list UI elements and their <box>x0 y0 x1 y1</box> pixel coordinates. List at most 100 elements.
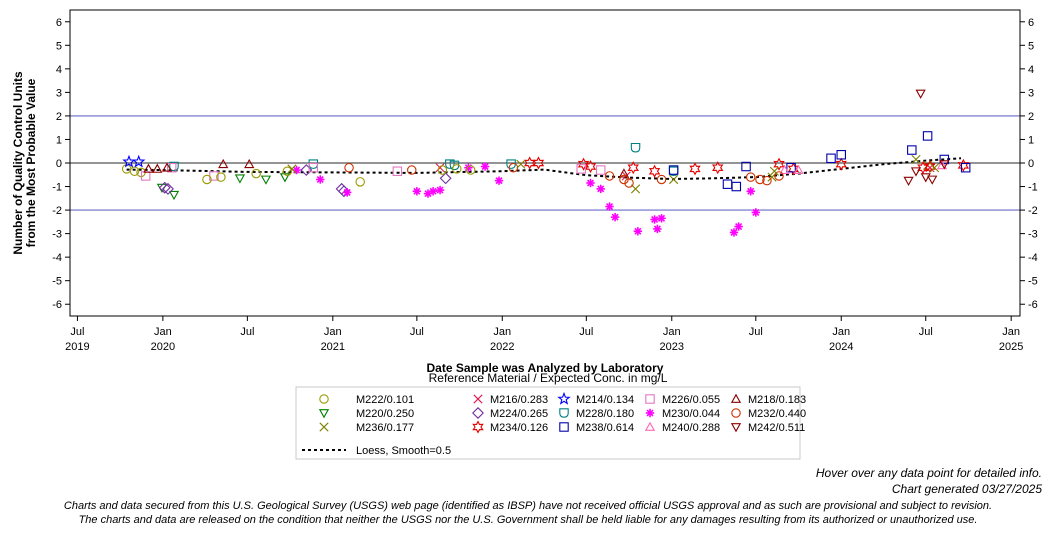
data-point[interactable] <box>282 166 293 176</box>
data-point-m228[interactable] <box>506 159 516 169</box>
data-point[interactable] <box>287 164 297 174</box>
data-point-m230[interactable] <box>596 184 605 194</box>
data-point-m242[interactable] <box>927 175 938 185</box>
data-point-m232[interactable] <box>774 171 784 181</box>
data-point[interactable] <box>344 162 354 173</box>
data-point-m228[interactable] <box>449 160 460 171</box>
data-point-m238[interactable] <box>960 162 971 173</box>
data-points[interactable] <box>121 89 971 237</box>
data-point-m230[interactable] <box>729 228 739 237</box>
data-point-m238[interactable] <box>826 153 836 164</box>
data-point-m238[interactable] <box>907 145 917 155</box>
data-point-m236[interactable] <box>911 154 921 165</box>
data-point-m230[interactable] <box>412 187 422 196</box>
data-point-m232[interactable] <box>624 178 634 188</box>
data-point-m226[interactable] <box>166 162 177 173</box>
data-point-m218[interactable] <box>618 168 630 178</box>
data-point-m234[interactable] <box>924 159 936 174</box>
data-point-m214[interactable] <box>132 154 146 168</box>
data-point-m230[interactable] <box>480 162 490 171</box>
data-point-m222[interactable] <box>129 166 140 176</box>
data-point-m238[interactable] <box>731 181 742 192</box>
data-point-m226[interactable] <box>576 164 586 174</box>
data-point-m232[interactable] <box>604 171 615 181</box>
data-point-m242[interactable] <box>939 160 950 170</box>
data-point-m220[interactable] <box>168 190 180 201</box>
data-point-m238[interactable] <box>786 162 796 173</box>
data-point[interactable] <box>465 165 476 175</box>
data-point-m234[interactable] <box>584 159 597 174</box>
data-point-m230[interactable] <box>316 175 325 184</box>
data-point-m218[interactable] <box>244 158 255 169</box>
data-point-m234[interactable] <box>689 162 701 176</box>
data-point-m238[interactable] <box>722 179 733 189</box>
data-point-m232[interactable] <box>619 174 629 185</box>
data-point-m226[interactable] <box>392 166 403 176</box>
data-point-m242[interactable] <box>915 89 926 99</box>
data-point-m234[interactable] <box>532 156 545 170</box>
data-point-m234[interactable] <box>957 158 970 172</box>
data-point-m218[interactable] <box>218 158 229 169</box>
data-point-m220[interactable] <box>234 174 246 184</box>
data-point-m226[interactable] <box>308 162 319 173</box>
data-point-m234[interactable] <box>577 157 590 171</box>
data-point[interactable] <box>355 177 365 187</box>
data-point-m240[interactable] <box>793 164 804 174</box>
data-point-m224[interactable] <box>161 182 174 195</box>
data-point-m238[interactable] <box>922 131 933 141</box>
data-point-m238[interactable] <box>836 150 846 160</box>
data-point[interactable] <box>216 172 226 182</box>
data-point-m218[interactable] <box>161 162 173 172</box>
data-point-m232[interactable] <box>745 172 756 182</box>
data-point-m234[interactable] <box>648 164 661 178</box>
data-point-m230[interactable] <box>610 212 620 222</box>
data-point-m240[interactable] <box>779 164 790 174</box>
data-point-m216[interactable] <box>435 163 445 173</box>
data-point-m218[interactable] <box>152 163 163 173</box>
data-point-m242[interactable] <box>903 176 914 186</box>
data-point-m232[interactable] <box>755 174 765 185</box>
data-point-m230[interactable] <box>464 163 473 172</box>
data-point-m230[interactable] <box>342 188 352 197</box>
data-point[interactable] <box>437 165 448 175</box>
data-point[interactable] <box>251 168 261 179</box>
data-point-m228[interactable] <box>445 159 455 169</box>
data-point-m232[interactable] <box>656 174 667 185</box>
data-point-m230[interactable] <box>650 215 659 224</box>
data-point[interactable] <box>406 165 417 175</box>
data-point-m230[interactable] <box>751 208 761 217</box>
data-point-m234[interactable] <box>835 157 847 171</box>
data-point-m230[interactable] <box>586 178 595 188</box>
data-point-m224[interactable] <box>300 164 313 177</box>
data-point-m242[interactable] <box>910 167 922 177</box>
data-point-m236[interactable] <box>669 174 679 185</box>
data-point-m230[interactable] <box>746 187 755 196</box>
data-point-m234[interactable] <box>712 161 724 175</box>
data-point-m232[interactable] <box>762 175 772 186</box>
data-point-m224[interactable] <box>158 181 171 194</box>
data-point[interactable] <box>202 174 212 185</box>
data-point-m234[interactable] <box>773 157 785 171</box>
data-point-m236[interactable] <box>630 184 641 194</box>
data-point-m230[interactable] <box>734 222 743 231</box>
data-point-m228[interactable] <box>630 142 641 153</box>
data-point-m238[interactable] <box>939 154 950 165</box>
data-point-m224[interactable] <box>439 172 452 185</box>
data-point-m226[interactable] <box>595 165 606 175</box>
data-point-m230[interactable] <box>435 185 445 195</box>
data-point[interactable] <box>452 164 462 174</box>
data-point-m228[interactable] <box>308 159 319 169</box>
data-point-m230[interactable] <box>633 227 643 236</box>
data-point-m240[interactable] <box>936 160 948 170</box>
data-point-m218[interactable] <box>143 163 154 173</box>
data-point-m230[interactable] <box>605 202 614 211</box>
data-point-m230[interactable] <box>428 187 438 196</box>
data-point[interactable] <box>516 159 526 169</box>
data-point-m234[interactable] <box>627 161 639 175</box>
data-point-m238[interactable] <box>741 161 751 172</box>
data-point-m230[interactable] <box>653 224 662 234</box>
data-point-m230[interactable] <box>494 176 504 185</box>
data-point-m234[interactable] <box>917 161 929 175</box>
data-point-m230[interactable] <box>657 214 666 223</box>
data-point-m220[interactable] <box>279 173 291 183</box>
